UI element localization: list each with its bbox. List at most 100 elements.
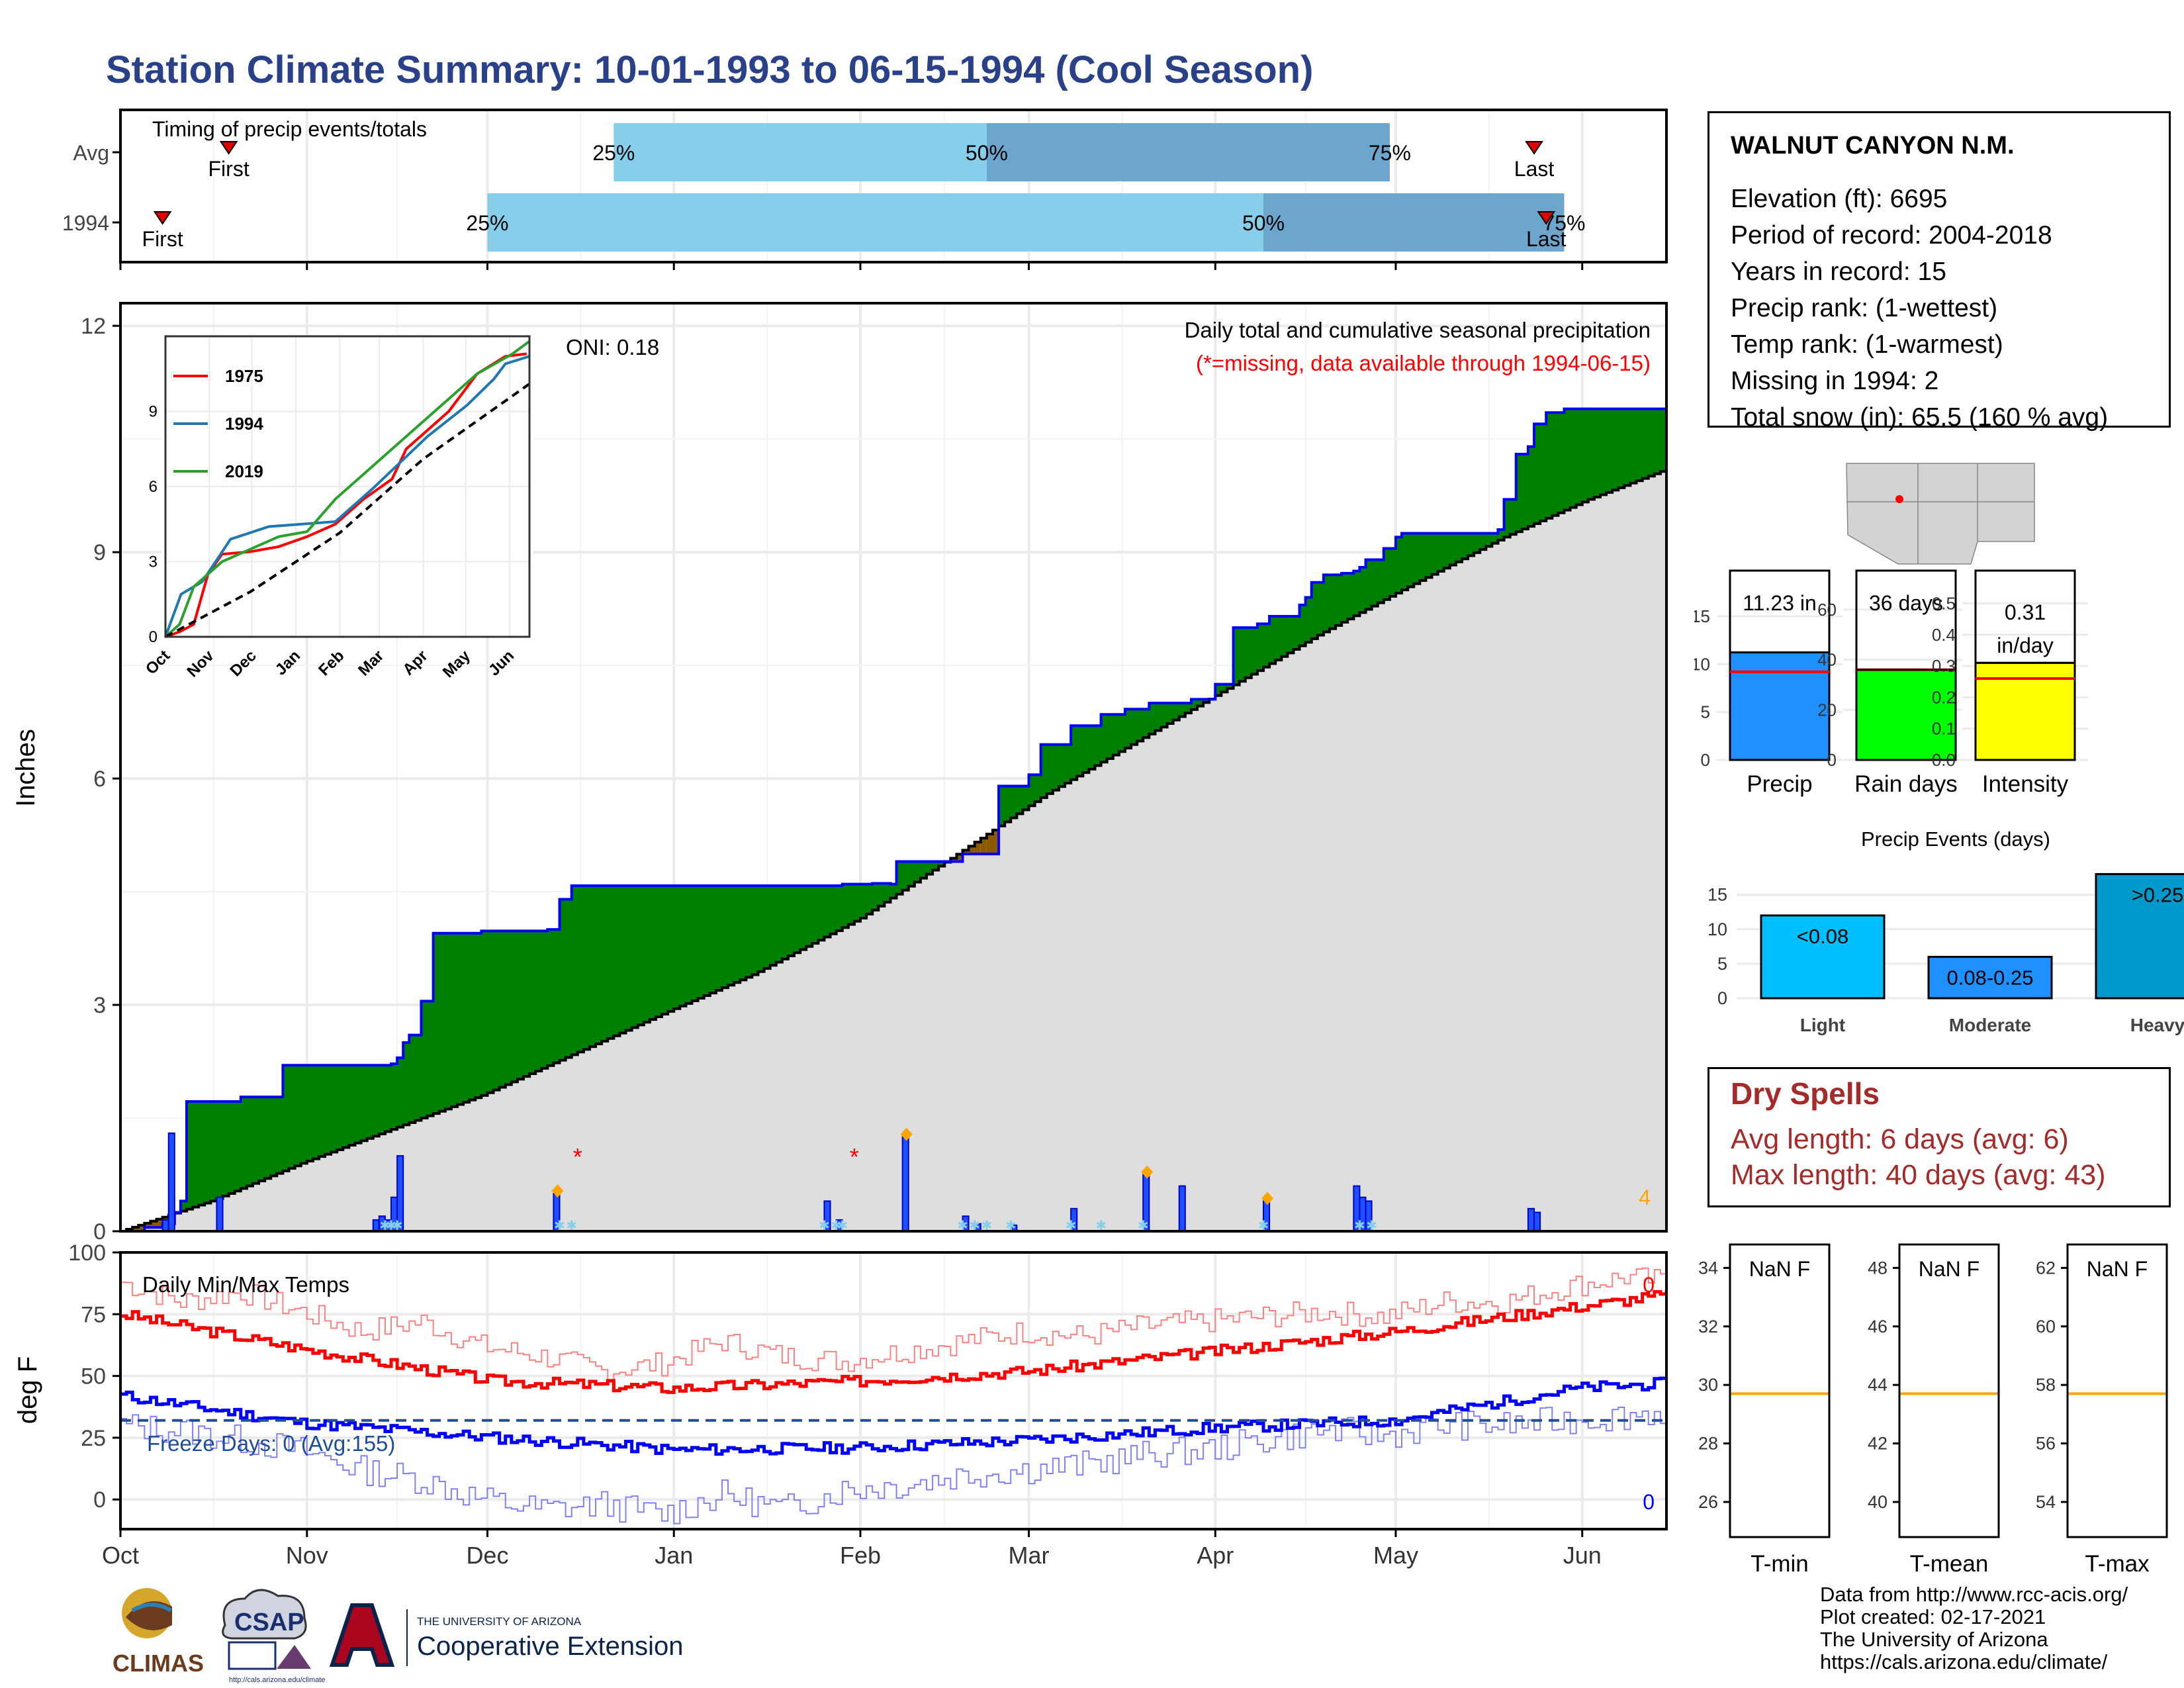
daily-precip-bar bbox=[1527, 1207, 1535, 1231]
events-bar-label: >0.25 bbox=[2132, 883, 2183, 906]
above-avg-area bbox=[1058, 744, 1066, 787]
timing-bar-25-50 bbox=[614, 123, 987, 181]
csap-logo: CSAP http://cals.arizona.edu/climate bbox=[222, 1589, 326, 1684]
avg-area bbox=[625, 1030, 633, 1231]
temp-label: Daily Min/Max Temps bbox=[142, 1272, 349, 1297]
above-avg-area bbox=[427, 1001, 434, 1116]
below-avg-area bbox=[986, 833, 993, 855]
above-avg-area bbox=[331, 1065, 338, 1152]
above-avg-area bbox=[1046, 744, 1054, 794]
above-avg-area bbox=[403, 1043, 410, 1125]
above-avg-area bbox=[1299, 604, 1306, 646]
above-avg-area bbox=[1606, 408, 1613, 492]
avg-area bbox=[511, 1082, 518, 1231]
above-avg-area bbox=[1540, 424, 1547, 521]
above-avg-area bbox=[379, 1065, 386, 1134]
y-tick-label: 50 bbox=[81, 1364, 106, 1389]
above-avg-area bbox=[746, 885, 752, 978]
avg-area bbox=[1058, 786, 1066, 1231]
above-avg-area bbox=[806, 885, 813, 947]
above-avg-area bbox=[523, 931, 530, 1077]
avg-area bbox=[1522, 529, 1529, 1231]
above-avg-area bbox=[866, 884, 873, 914]
below-avg-area bbox=[156, 1219, 163, 1228]
avg-area bbox=[1124, 748, 1132, 1231]
avg-area bbox=[403, 1125, 410, 1231]
summary-y-tick: 0.5 bbox=[1932, 593, 1956, 613]
above-avg-area bbox=[1089, 726, 1096, 769]
avg-area bbox=[1227, 688, 1234, 1231]
observed-cumulative-line bbox=[120, 407, 1666, 1231]
daily-precip-bar bbox=[1070, 1207, 1078, 1231]
above-avg-area bbox=[1455, 533, 1463, 562]
avg-area bbox=[565, 1057, 572, 1231]
above-avg-area bbox=[318, 1065, 326, 1157]
avg-area bbox=[559, 1060, 567, 1231]
avg-area bbox=[199, 1205, 205, 1231]
avg-area bbox=[643, 1022, 651, 1231]
above-avg-area bbox=[547, 929, 555, 1066]
avg-area bbox=[1336, 625, 1342, 1231]
avg-area bbox=[271, 1176, 277, 1231]
avg-area bbox=[1437, 571, 1445, 1231]
above-avg-area bbox=[662, 885, 668, 1014]
avg-area bbox=[265, 1178, 271, 1231]
avg-area bbox=[1046, 793, 1054, 1231]
above-avg-area bbox=[824, 885, 831, 937]
y-tick-label: 100 bbox=[68, 1241, 106, 1266]
above-avg-area bbox=[1504, 499, 1511, 538]
avg-area bbox=[1347, 619, 1354, 1231]
above-avg-area bbox=[1203, 699, 1210, 703]
above-avg-area bbox=[265, 1097, 271, 1179]
summary-y-tick: 20 bbox=[1817, 700, 1837, 720]
avg-area bbox=[938, 866, 945, 1231]
above-avg-area bbox=[800, 885, 807, 950]
temp-box-y-tick: 34 bbox=[1698, 1258, 1718, 1278]
avg-area bbox=[349, 1145, 356, 1231]
avg-area bbox=[205, 1203, 211, 1231]
avg-area bbox=[1299, 645, 1306, 1231]
events-bar-label: <0.08 bbox=[1797, 925, 1848, 948]
avg-area bbox=[1034, 802, 1042, 1231]
above-avg-area bbox=[1468, 533, 1475, 556]
y-tick-label: 3 bbox=[93, 993, 106, 1018]
above-avg-area bbox=[457, 933, 464, 1105]
summary-y-tick: 0.3 bbox=[1932, 656, 1956, 676]
avg-area bbox=[505, 1084, 512, 1231]
avg-area bbox=[1275, 660, 1282, 1231]
above-avg-area bbox=[902, 861, 909, 890]
summary-y-tick: 40 bbox=[1817, 650, 1837, 670]
avg-area bbox=[1197, 706, 1204, 1231]
above-avg-area bbox=[259, 1097, 265, 1182]
events-bar bbox=[1760, 914, 1886, 1000]
dry-spells-box: Dry Spells Avg length: 6 days (avg: 6) M… bbox=[1707, 1067, 2171, 1207]
events-y-tick: 10 bbox=[1707, 919, 1727, 939]
avg-area bbox=[1107, 758, 1114, 1231]
avg-area bbox=[649, 1019, 657, 1231]
above-avg-area bbox=[704, 885, 711, 996]
above-avg-area bbox=[674, 885, 680, 1009]
ua-logo: THE UNIVERSITY OF ARIZONA Cooperative Ex… bbox=[329, 1603, 683, 1667]
above-avg-area bbox=[541, 931, 548, 1068]
avg-area bbox=[180, 1211, 187, 1231]
page-title: Station Climate Summary: 10-01-1993 to 0… bbox=[106, 48, 1314, 91]
avg-area bbox=[1527, 526, 1535, 1231]
avg-area bbox=[457, 1104, 464, 1231]
temp-box-y-tick: 28 bbox=[1698, 1434, 1718, 1454]
above-avg-area bbox=[655, 885, 662, 1017]
avg-area bbox=[1287, 653, 1295, 1231]
inset-legend-label: 1994 bbox=[225, 414, 263, 434]
above-avg-area bbox=[1576, 408, 1583, 505]
avg-area bbox=[193, 1207, 199, 1231]
timing-row-label: 1994 bbox=[62, 211, 109, 235]
station-years: Years in record: 15 bbox=[1731, 258, 1946, 286]
above-avg-area bbox=[529, 931, 536, 1074]
precip-subtitle: Daily total and cumulative seasonal prec… bbox=[1185, 318, 1651, 342]
below-avg-area bbox=[968, 846, 976, 855]
above-avg-area bbox=[289, 1065, 296, 1169]
avg-area bbox=[1582, 502, 1589, 1231]
avg-area bbox=[1359, 612, 1367, 1231]
above-avg-area bbox=[1408, 533, 1414, 587]
